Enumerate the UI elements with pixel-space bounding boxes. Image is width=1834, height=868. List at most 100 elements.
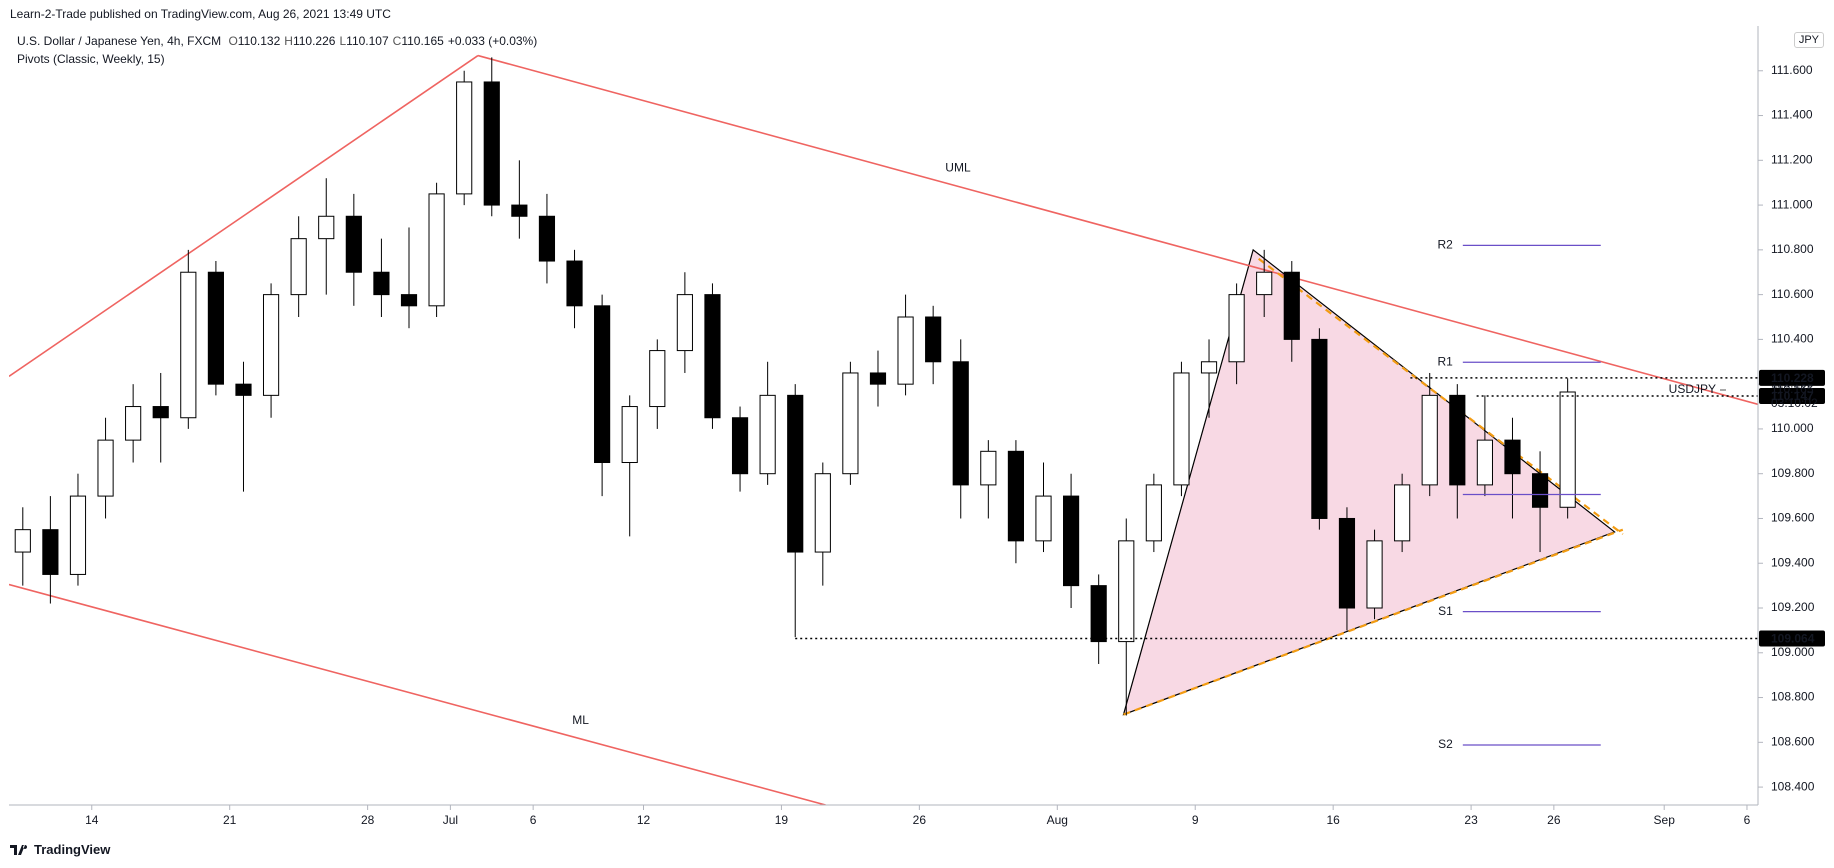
candle-body xyxy=(676,294,693,352)
y-tick-label: 109.200 xyxy=(1771,600,1815,614)
candle-body xyxy=(621,406,638,464)
candle-body xyxy=(1200,361,1218,374)
trendline-label: UML xyxy=(945,161,971,175)
x-tick-label: 14 xyxy=(85,813,99,827)
y-tick-label: 111.200 xyxy=(1771,152,1813,166)
y-tick-label: 108.800 xyxy=(1771,690,1815,704)
y-tick-label: 110.800 xyxy=(1771,242,1814,256)
y-tick-label: 108.600 xyxy=(1771,734,1815,748)
plot-area xyxy=(9,54,1758,805)
candle-body xyxy=(869,372,887,385)
publisher: Learn-2-Trade published on TradingView.c… xyxy=(10,7,391,21)
y-tick-label: 110.400 xyxy=(1771,332,1814,346)
candle-body xyxy=(345,215,362,273)
y-tick-label: 108.400 xyxy=(1771,779,1815,793)
countdown: 03:10:02 xyxy=(1771,396,1818,410)
candle-body xyxy=(925,316,942,363)
x-tick-label: 21 xyxy=(223,813,237,827)
y-tick-label: 109.800 xyxy=(1771,466,1815,480)
candle-body xyxy=(1311,338,1328,519)
y-tick-label: 109.600 xyxy=(1771,511,1815,525)
logo xyxy=(10,844,28,855)
x-tick-label: 12 xyxy=(637,813,651,827)
candle-body xyxy=(1531,473,1549,508)
footer-text: TradingView xyxy=(34,842,111,857)
candle-body xyxy=(152,406,169,419)
x-tick-label: 19 xyxy=(775,813,789,827)
trendline xyxy=(1123,528,1624,716)
candle-body xyxy=(980,450,997,486)
candle-body xyxy=(1256,271,1273,296)
symbol-tag: USDJPY xyxy=(1669,382,1716,396)
indicator: Pivots (Classic, Weekly, 15) xyxy=(17,52,165,66)
candle-body xyxy=(1007,450,1025,542)
price-level-tag xyxy=(1759,630,1825,647)
candle-body xyxy=(97,439,114,497)
candle-body xyxy=(814,473,831,553)
ohlc-key: C xyxy=(392,34,402,48)
candle-body xyxy=(373,271,390,296)
candle-body xyxy=(1394,484,1411,542)
change: +0.033 (+0.03%) xyxy=(447,34,538,48)
candle-body xyxy=(125,406,142,441)
candle-body xyxy=(14,529,31,553)
pivot-label: S2 xyxy=(1438,737,1453,751)
candle-body xyxy=(1338,517,1356,609)
x-tick-label: 6 xyxy=(1744,813,1751,827)
pivot-label: R1 xyxy=(1437,354,1453,368)
candle-body xyxy=(731,417,749,475)
candle-body xyxy=(42,529,59,575)
candle-body xyxy=(511,204,528,217)
pivot-label: R2 xyxy=(1437,238,1453,252)
y-tick-label: 111.400 xyxy=(1771,108,1813,122)
candle-body xyxy=(318,215,335,240)
x-tick-label: Sep xyxy=(1654,813,1676,827)
ohlc-value: 110.226 xyxy=(292,34,336,48)
price-level-tag xyxy=(1759,369,1825,386)
candle-body xyxy=(1449,394,1466,486)
price-level-tag xyxy=(1759,388,1825,405)
y-tick-label: 111.600 xyxy=(1771,63,1813,77)
axes: 108.400 108.600 108.800 109.000 109.200 109.4… xyxy=(85,63,1825,827)
price-level-label: 109.064 xyxy=(1771,632,1815,646)
ohlc-key: O xyxy=(228,34,238,48)
candle-body xyxy=(456,81,473,195)
candle-body xyxy=(538,215,556,262)
y-tick-label: 109.000 xyxy=(1771,645,1815,659)
candle-body xyxy=(1063,495,1080,587)
candle-body xyxy=(1504,439,1521,475)
y-tick-label: 111.000 xyxy=(1771,197,1813,211)
candle-body xyxy=(69,495,87,575)
ohlc-value: 110.165 xyxy=(401,34,444,48)
price-level-label: 110.228 xyxy=(1771,371,1814,385)
trendline xyxy=(9,54,479,377)
x-tick-label: 26 xyxy=(1547,813,1561,827)
candle-body xyxy=(207,271,224,385)
candle-body xyxy=(649,350,666,408)
candle-body xyxy=(897,316,914,385)
symbol-legend: U.S. Dollar / Japanese Yen, 4h, FXCM O11… xyxy=(17,34,541,48)
candle-body xyxy=(1559,391,1576,508)
ohlc-value: 110.132 xyxy=(237,34,281,48)
ohlc-key: H xyxy=(284,34,293,48)
trendline xyxy=(9,583,826,805)
currency-button[interactable]: JPY xyxy=(1793,32,1824,48)
y-tick-label: 110.000 xyxy=(1771,421,1814,435)
trendline xyxy=(477,54,1758,406)
candle-body xyxy=(566,260,583,307)
x-tick-label: 23 xyxy=(1464,813,1478,827)
candle-body xyxy=(1145,484,1162,542)
candle-body xyxy=(290,238,307,296)
x-tick-label: 26 xyxy=(913,813,927,827)
x-tick-label: 16 xyxy=(1326,813,1340,827)
x-tick-label: Jul xyxy=(443,813,458,827)
last-price: 110.165 xyxy=(1771,382,1814,396)
candle-body xyxy=(1035,495,1052,542)
candle-body xyxy=(1090,585,1107,643)
x-tick-label: Aug xyxy=(1047,813,1068,827)
candle-body xyxy=(1366,540,1383,609)
candle-body xyxy=(180,271,197,419)
trendline-label: ML xyxy=(572,713,589,727)
pivot-label: S1 xyxy=(1438,604,1453,618)
